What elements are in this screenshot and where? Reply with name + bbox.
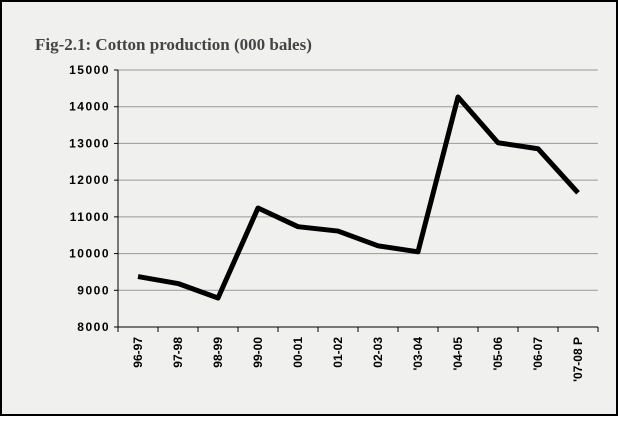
x-tick-label: '07-08 P [571, 337, 585, 382]
y-tick-label: 9000 [77, 283, 110, 297]
y-tick-label: 14000 [69, 100, 110, 114]
x-tick-label: 00-01 [291, 337, 305, 368]
x-tick-label: 02-03 [371, 337, 385, 368]
y-tick-label: 10000 [69, 247, 110, 261]
y-tick-label: 13000 [69, 136, 110, 150]
data-line [137, 94, 580, 301]
x-tick-label: '06-07 [531, 337, 545, 371]
x-tick-label: 96-97 [131, 337, 145, 368]
y-tick-label: 12000 [69, 173, 110, 187]
x-tick-label: '04-05 [451, 337, 465, 371]
y-tick-label: 11000 [70, 210, 110, 224]
chart-title: Fig-2.1: Cotton production (000 bales) [35, 35, 312, 54]
x-tick-label: 99-00 [251, 337, 265, 368]
x-tick-label: '05-06 [491, 337, 505, 371]
y-tick-label: 8000 [77, 320, 110, 334]
x-tick-label: 97-98 [171, 337, 185, 368]
x-tick-label: 01-02 [331, 337, 345, 368]
x-tick-label: 98-99 [211, 337, 225, 368]
y-tick-label: 15000 [69, 63, 110, 77]
x-tick-label: '03-04 [411, 337, 425, 371]
